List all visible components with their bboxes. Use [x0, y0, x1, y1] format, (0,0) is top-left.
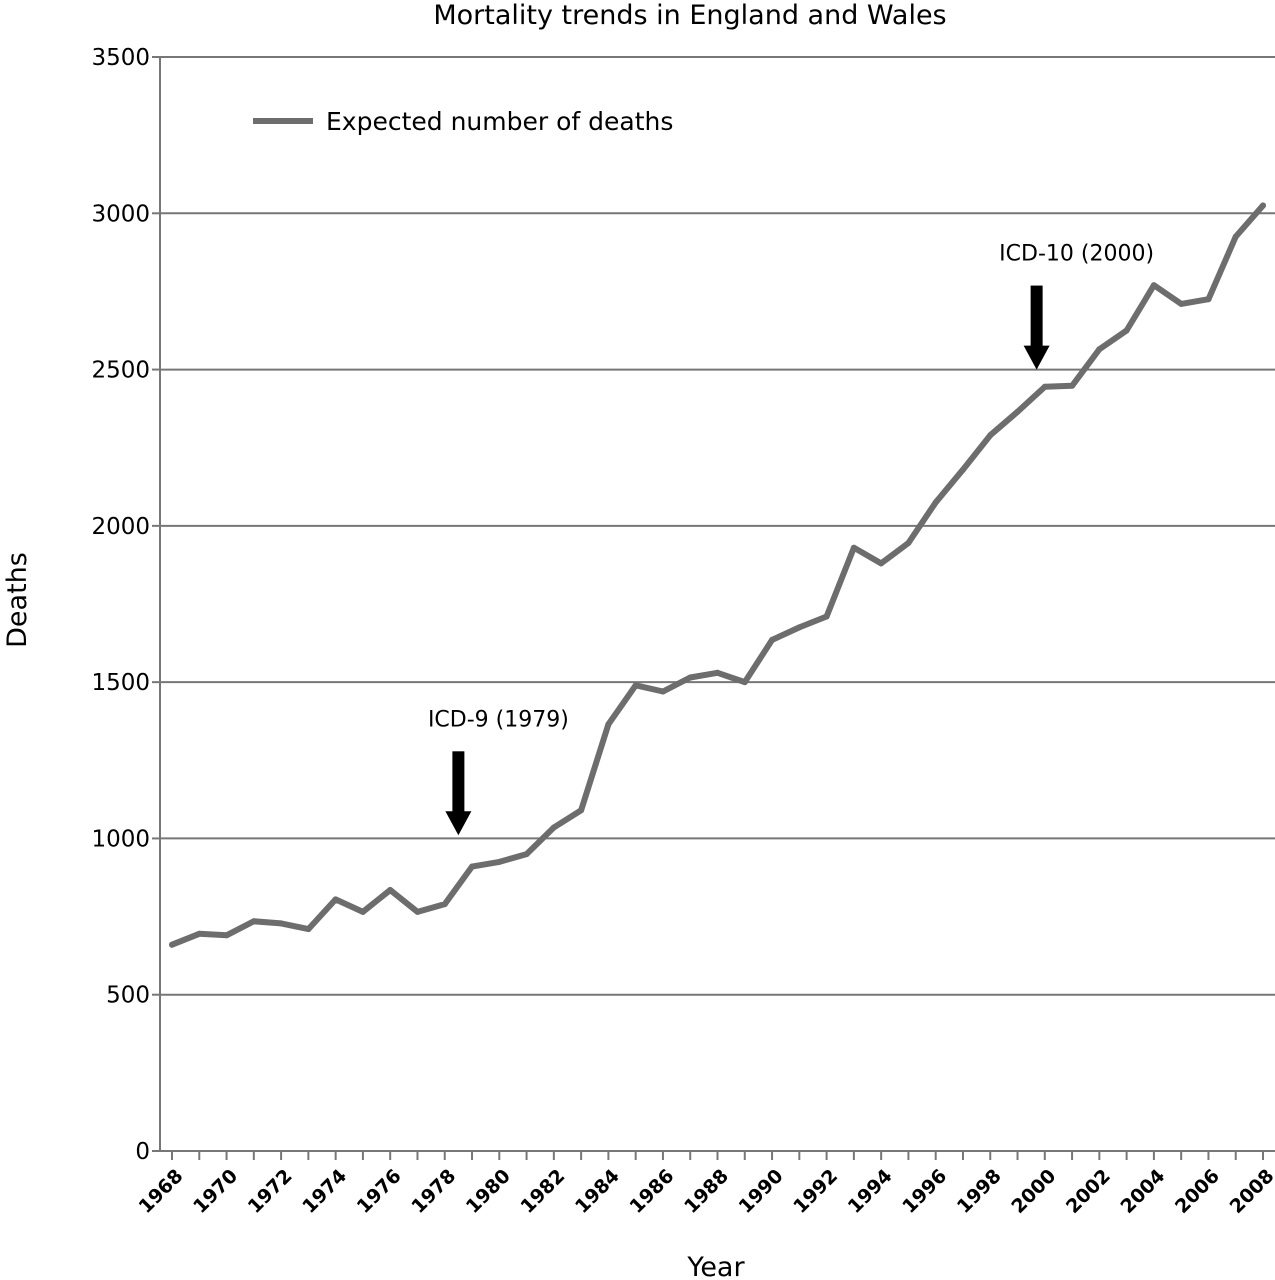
series-lines [169, 202, 1266, 948]
data-point [169, 941, 175, 948]
y-tick-label: 500 [106, 983, 150, 1009]
chart-title: Mortality trends in England and Wales [433, 0, 946, 31]
data-point [359, 908, 366, 915]
data-point [769, 636, 776, 643]
x-tick-label: 1992 [789, 1165, 842, 1218]
data-point [496, 858, 503, 865]
x-tick-label: 1984 [571, 1165, 624, 1218]
x-tick-label: 1974 [298, 1165, 351, 1218]
data-point [660, 688, 666, 695]
annotation-arrow-shaft [452, 751, 465, 814]
y-axis-label: Deaths [2, 552, 33, 648]
data-point [905, 540, 912, 546]
data-point [250, 918, 257, 925]
data-point [1150, 282, 1157, 289]
data-point [441, 901, 448, 908]
x-tick-label: 1968 [135, 1165, 188, 1218]
x-tick-label: 1978 [407, 1165, 460, 1218]
data-point [605, 721, 612, 728]
data-point [305, 926, 312, 933]
y-tick-label: 1000 [91, 826, 150, 852]
annotation-arrow-shaft [1030, 285, 1043, 348]
gridlines [160, 56, 1275, 996]
data-point [850, 544, 857, 551]
annotation-arrowhead [1023, 345, 1050, 370]
data-point [1014, 408, 1021, 415]
x-tick-label: 1994 [844, 1165, 897, 1218]
annotation-arrowhead [445, 811, 472, 836]
data-point [578, 807, 585, 814]
data-point [1041, 383, 1048, 390]
x-tick-label: 2000 [1007, 1165, 1060, 1218]
x-tick-label: 1980 [462, 1165, 515, 1218]
data-point [1123, 327, 1130, 334]
data-point [1096, 346, 1103, 353]
data-point [823, 613, 830, 620]
data-point [1205, 296, 1212, 303]
x-tick-label: 2006 [1171, 1165, 1224, 1218]
data-point [1069, 382, 1076, 389]
y-tick-label: 2500 [91, 358, 150, 384]
x-tick-label: 2008 [1226, 1165, 1275, 1218]
x-tick-label: 1972 [244, 1165, 297, 1218]
data-point [878, 560, 885, 567]
annotation-label: ICD-9 (1979) [428, 707, 569, 732]
x-tick-label: 1998 [953, 1165, 1006, 1218]
x-tick-label: 2002 [1062, 1165, 1115, 1218]
x-tick-labels: 1968 1970 1972 1974 1976 1978 1980 1982 1984 1986… [135, 1165, 1275, 1218]
x-tick-label: 1996 [898, 1165, 951, 1218]
x-tick-label: 1986 [626, 1165, 679, 1218]
data-point [469, 863, 475, 870]
data-point [714, 669, 721, 676]
x-axis-label: Year [686, 1252, 745, 1280]
y-tick-label: 1500 [91, 670, 150, 696]
data-point [387, 887, 394, 893]
data-point [196, 930, 203, 937]
annotations: ICD-9 (1979) ICD-10 (2000) [428, 242, 1154, 836]
x-tick-label: 1990 [735, 1165, 788, 1218]
annotation-label: ICD-10 (2000) [999, 242, 1154, 267]
data-point [414, 908, 421, 915]
data-point [1232, 233, 1239, 240]
data-point [550, 824, 557, 831]
data-point [1178, 300, 1185, 307]
y-tick-label: 3000 [91, 201, 150, 227]
x-tick-label: 1970 [189, 1165, 242, 1218]
legend-label: Expected number of deaths [326, 107, 673, 136]
series-line [169, 202, 1266, 948]
data-point [932, 499, 939, 506]
data-point [278, 920, 285, 927]
data-point [632, 682, 639, 689]
x-tick-label: 1988 [680, 1165, 733, 1218]
x-tick-label: 2004 [1116, 1165, 1169, 1218]
legend: Expected number of deaths [253, 107, 673, 136]
x-tick-label: 1982 [516, 1165, 569, 1218]
data-point [796, 624, 803, 631]
data-point [960, 466, 966, 473]
data-point [332, 896, 339, 903]
y-tick-label: 3500 [91, 45, 150, 71]
data-point [223, 932, 230, 939]
data-point [741, 679, 748, 686]
data-point [687, 674, 694, 681]
y-tick-labels: 0 500 1000 1500 2000 2500 3000 3500 [91, 45, 150, 1165]
data-point [523, 851, 530, 858]
data-point [1260, 202, 1266, 209]
data-point [987, 432, 994, 439]
y-tick-label: 2000 [91, 514, 150, 540]
axes [152, 56, 1275, 1160]
x-tick-label: 1976 [353, 1165, 406, 1218]
y-tick-label: 0 [135, 1139, 150, 1165]
